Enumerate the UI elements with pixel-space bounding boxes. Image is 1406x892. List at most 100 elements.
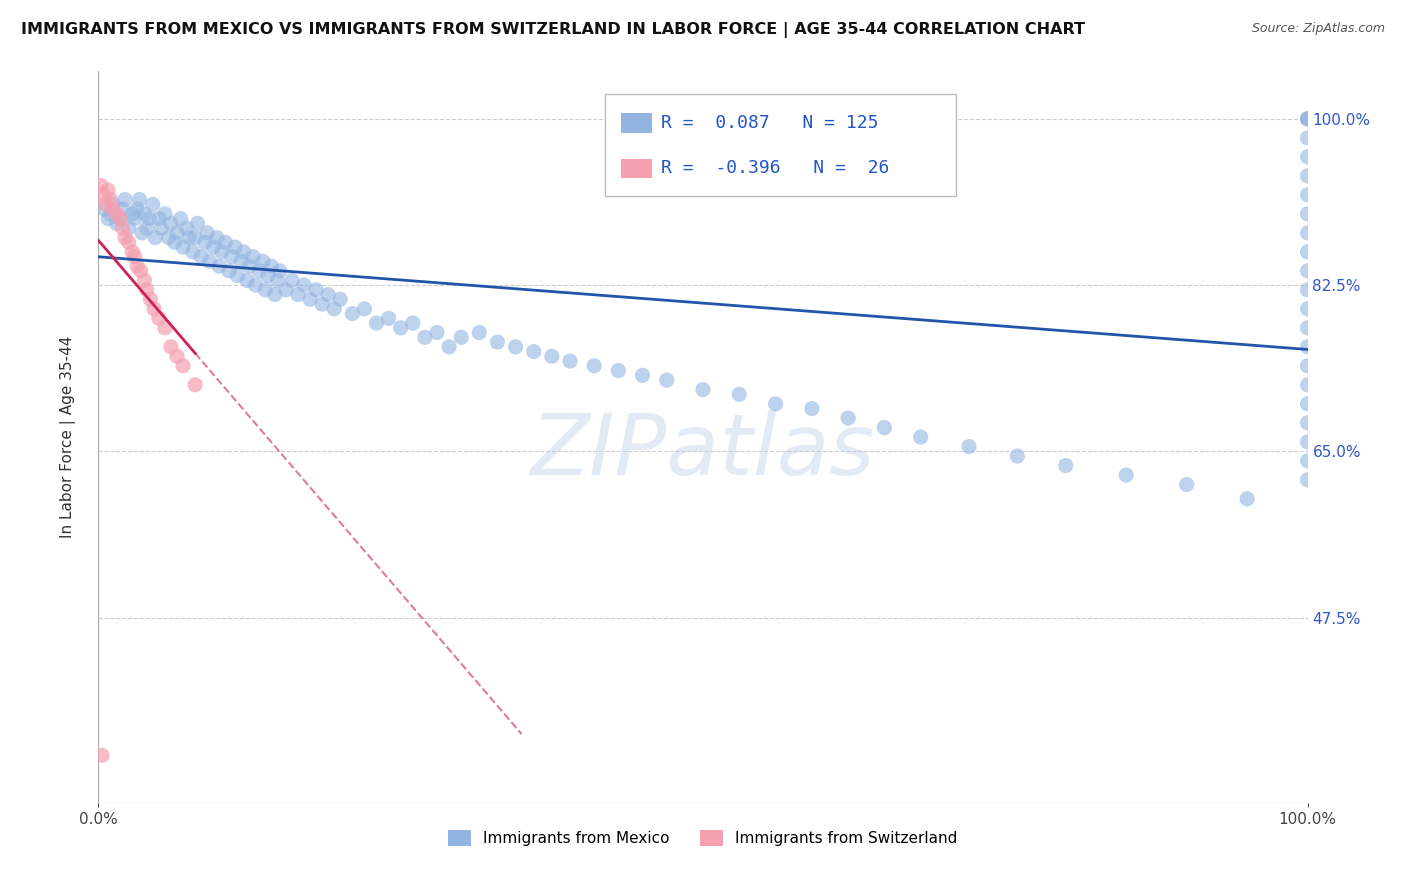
Point [1007,449,1029,463]
Point [101,197,124,211]
Point [100,193,122,207]
Point [274,283,297,297]
Point [150,221,173,235]
Point [523,344,546,359]
Point [166,226,188,240]
Point [218,264,240,278]
Point [1296,207,1319,221]
Point [692,383,714,397]
Text: ZIPatlas: ZIPatlas [531,410,875,493]
Point [264,287,287,301]
Point [105,207,128,221]
Point [143,301,166,316]
Point [181,244,204,259]
Point [143,230,166,244]
Point [211,244,233,259]
Point [1175,477,1198,491]
Point [124,250,146,264]
Text: R =  -0.396   N =  26: R = -0.396 N = 26 [661,160,889,178]
Point [194,235,217,250]
Point [114,230,136,244]
Point [202,240,225,254]
Point [148,211,170,226]
Point [1296,359,1319,373]
Point [260,259,283,273]
Point [97,211,120,226]
Point [1296,226,1319,240]
Point [138,211,160,226]
Point [176,221,198,235]
Point [800,401,823,416]
Point [287,287,309,301]
Point [163,235,186,250]
Point [91,187,114,202]
Point [1296,264,1319,278]
Point [247,264,270,278]
Point [1296,150,1319,164]
Point [172,359,194,373]
Point [1296,112,1319,126]
Point [402,316,425,330]
Point [224,240,246,254]
Point [101,202,124,216]
Point [195,226,218,240]
Point [655,373,678,387]
Point [105,216,128,230]
Text: R =  0.087   N = 125: R = 0.087 N = 125 [661,114,879,132]
Point [108,211,131,226]
Point [148,311,170,326]
Point [245,278,267,293]
Point [157,230,180,244]
Point [1296,112,1319,126]
Point [281,273,304,287]
Point [236,273,259,287]
Point [139,293,162,307]
Point [1296,187,1319,202]
Point [108,211,131,226]
Point [172,240,194,254]
Point [153,321,176,335]
Point [214,235,236,250]
Point [558,354,581,368]
Point [305,283,328,297]
Point [353,301,375,316]
Point [269,264,291,278]
Point [316,287,339,301]
Point [607,363,630,377]
Point [631,368,654,383]
Point [910,430,932,444]
Point [94,197,117,211]
Point [1296,416,1319,430]
Point [118,235,141,250]
Point [90,178,112,193]
Point [121,244,143,259]
Point [160,216,183,230]
Point [1296,301,1319,316]
Point [837,411,859,425]
Point [1296,454,1319,468]
Point [1296,434,1319,449]
Point [221,250,243,264]
Point [389,321,412,335]
Point [256,268,278,283]
Point [97,183,120,197]
Point [114,193,136,207]
Point [873,420,896,434]
Point [1296,112,1319,126]
Point [1296,340,1319,354]
Point [127,259,149,273]
Point [179,230,201,244]
Point [208,259,231,273]
Point [540,349,562,363]
Point [486,335,509,350]
Point [166,349,188,363]
Point [134,273,156,287]
Point [131,226,153,240]
Point [93,202,115,216]
Y-axis label: In Labor Force | Age 35-44: In Labor Force | Age 35-44 [59,336,76,538]
Point [242,250,264,264]
Point [1296,377,1319,392]
Point [505,340,527,354]
Point [299,293,322,307]
Point [232,244,254,259]
